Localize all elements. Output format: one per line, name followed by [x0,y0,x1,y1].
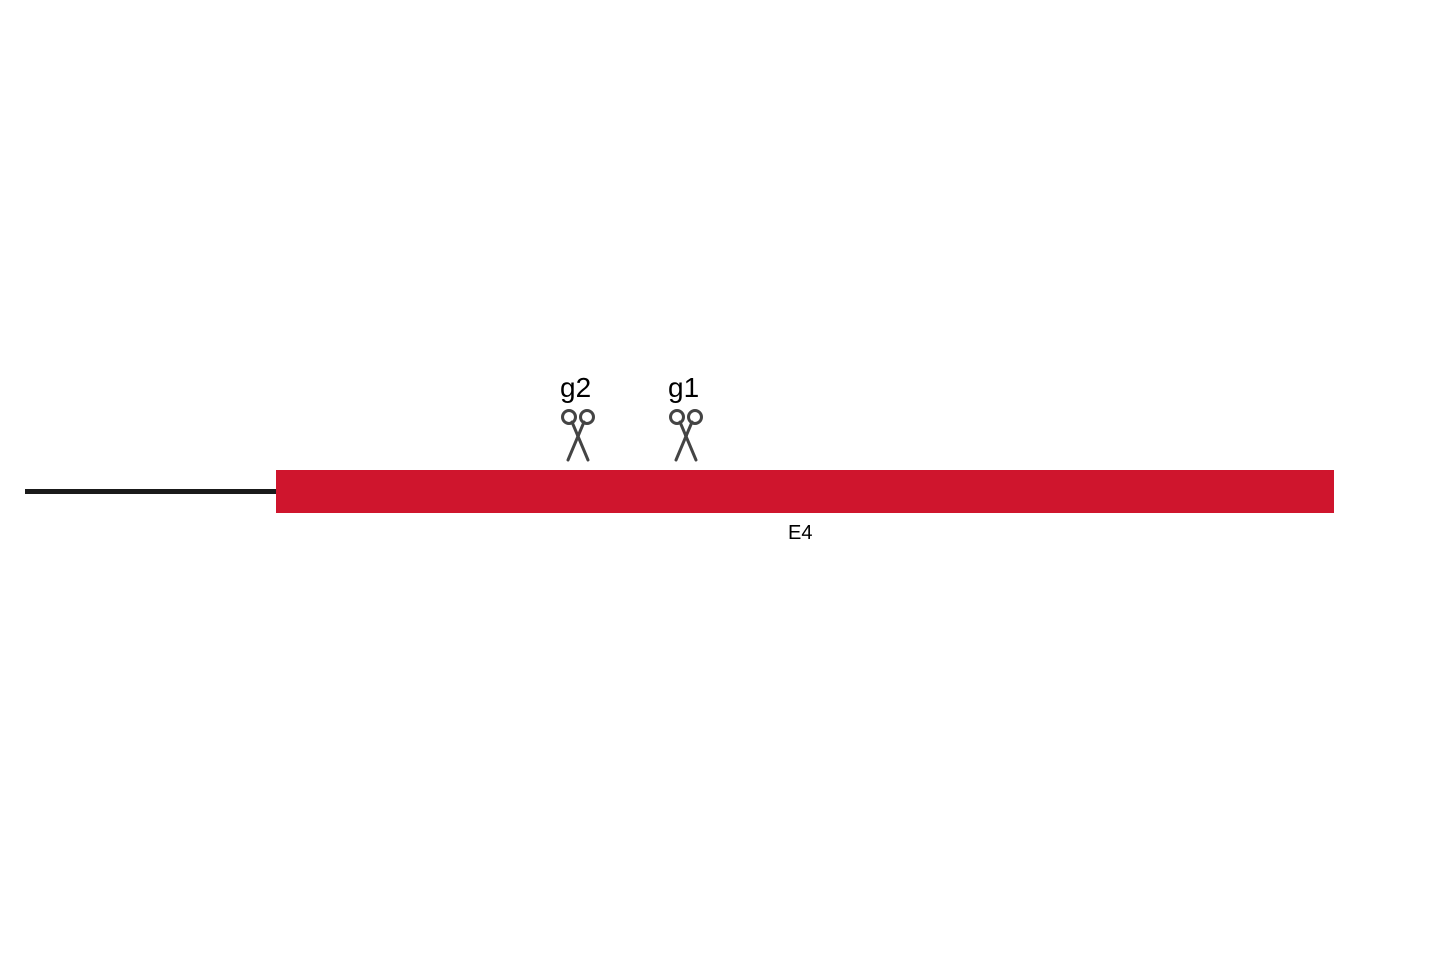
intron-line [25,489,276,494]
cut-site-g2-label: g2 [560,372,591,404]
scissors-icon [666,408,706,469]
exon-e4-label: E4 [788,522,812,545]
cut-site-g1-label: g1 [668,372,699,404]
scissors-icon [558,408,598,469]
exon-e4-box [276,470,1334,513]
